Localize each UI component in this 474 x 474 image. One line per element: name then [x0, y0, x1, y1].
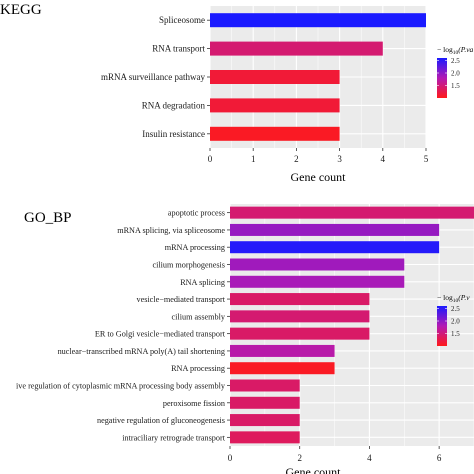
go-bp-category-label: mRNA processing — [165, 243, 225, 252]
go-bp-x-tick-label: 6 — [437, 453, 442, 463]
kegg-chart: KEGG Spliceosome RNA transport mRNA surveil… — [0, 2, 474, 184]
kegg-bar — [210, 126, 340, 141]
kegg-category-label: RNA transport — [152, 44, 205, 54]
kegg-bar — [210, 70, 340, 84]
go-bp-bar — [230, 258, 405, 271]
kegg-category-label: mRNA surveillance pathway — [101, 72, 205, 82]
kegg-legend-tick-label: 2.0 — [451, 70, 460, 78]
go-bp-legend-tick-label: 2.5 — [451, 305, 460, 313]
go-bp-bar — [230, 431, 300, 444]
kegg-legend-title: − log10(P.va — [437, 45, 474, 56]
go-bp-chart: GO_BP apoptotic process mRNA splicing, via… — [16, 204, 474, 474]
go-bp-bar — [230, 396, 300, 409]
kegg-x-tick-label: 2 — [294, 154, 299, 164]
kegg-bar — [210, 13, 426, 28]
go-bp-bar — [230, 241, 440, 254]
go-bp-legend-colorbar — [437, 306, 447, 346]
go-bp-category-label: RNA splicing — [180, 278, 225, 287]
kegg-bar — [210, 41, 383, 56]
kegg-bar — [210, 98, 340, 113]
go-bp-legend-tick-label: 2.0 — [451, 318, 460, 326]
go-bp-bar — [230, 362, 335, 375]
go-bp-bar — [230, 310, 370, 323]
go-bp-category-label: intraciliary retrograde transport — [122, 433, 225, 442]
kegg-x-tick-label: 5 — [424, 154, 429, 164]
kegg-x-tick-label: 4 — [381, 154, 386, 164]
go-bp-bar — [230, 379, 300, 392]
go-bp-bar — [230, 275, 405, 288]
go-bp-category-label: vesicle−mediated transport — [136, 295, 225, 304]
kegg-legend-colorbar — [437, 58, 447, 98]
go-bp-x-tick-label: 0 — [228, 453, 233, 463]
kegg-category-label: RNA degradation — [142, 100, 206, 110]
kegg-legend-tick-label: 2.5 — [451, 57, 460, 65]
go-bp-category-label: ive regulation of cytoplasmic mRNA proce… — [16, 382, 226, 391]
go-bp-category-label: apoptotic process — [168, 209, 225, 218]
go-bp-category-label: ER to Golgi vesicle−mediated transport — [95, 330, 226, 339]
kegg-x-axis-label: Gene count — [291, 170, 347, 184]
go-bp-bar — [230, 414, 300, 427]
kegg-x-tick-label: 0 — [208, 154, 213, 164]
kegg-x-tick-label: 3 — [337, 154, 342, 164]
go-bp-x-tick-label: 4 — [367, 453, 372, 463]
go-bp-category-label: RNA processing — [171, 364, 225, 373]
go-bp-x-axis-label: Gene count — [286, 465, 342, 474]
go-bp-bar — [230, 344, 335, 357]
go-bp-category-label: negative regulation of gluconeogenesis — [97, 416, 225, 425]
kegg-x-tick-label: 1 — [251, 154, 256, 164]
go-bp-legend-tick-label: 1.5 — [451, 330, 460, 338]
go-bp-category-label: mRNA splicing, via spliceosome — [117, 226, 225, 235]
go-bp-bar — [230, 223, 440, 236]
go-bp-category-label: peroxisome fission — [163, 399, 225, 408]
go-bp-chart-title: GO_BP — [24, 210, 72, 226]
go-bp-category-label: cilium morphogenesis — [152, 261, 225, 270]
kegg-category-label: Spliceosome — [159, 15, 205, 25]
go-bp-legend-title: − log10(P.v — [437, 293, 470, 304]
go-bp-bar — [230, 293, 370, 306]
kegg-legend-tick-label: 1.5 — [451, 82, 460, 90]
go-bp-bar — [230, 327, 370, 340]
go-bp-x-tick-label: 2 — [297, 453, 302, 463]
kegg-chart-title: KEGG — [0, 2, 42, 18]
kegg-category-label: Insulin resistance — [142, 129, 205, 139]
go-bp-category-label: nuclear−transcribed mRNA poly(A) tail sh… — [58, 347, 225, 356]
go-bp-category-label: cilium assembly — [172, 312, 226, 321]
go-bp-bar — [230, 206, 474, 219]
